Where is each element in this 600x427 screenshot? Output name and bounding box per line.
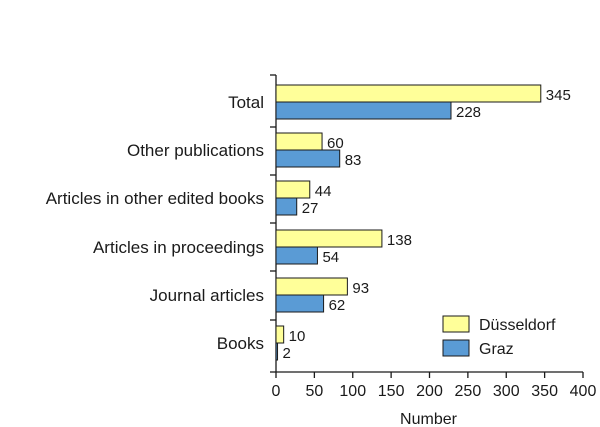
data-label: 62 [329,297,346,314]
bar-graz [275,246,318,265]
legend: Düsseldorf Graz [442,315,556,358]
data-label: 44 [315,183,332,200]
legend-label: Graz [479,341,514,358]
legend-swatch [442,339,470,357]
x-tick-label: 50 [305,383,323,400]
data-label: 228 [456,104,481,121]
bar-dusseldorf [275,132,323,151]
x-tick-label: 150 [378,383,405,400]
bar-graz [275,149,341,168]
labels: Books 102 Journal articles 93 62 Articles in … [46,87,571,362]
x-tick-label: 100 [339,383,366,400]
legend-swatch [442,315,470,333]
data-label: 138 [387,232,412,249]
category-label: Books [217,334,264,353]
axes: 0 50 100 150 200 250 300 350 400 Number [270,74,597,427]
data-label: 10 [289,328,306,345]
category-label: Articles in proceedings [93,238,264,257]
x-tick-label: 200 [416,383,443,400]
bars [275,84,542,361]
x-tick-label: 350 [531,383,558,400]
data-label: 60 [327,135,344,152]
x-tick-label: 400 [570,383,597,400]
bar-graz [275,197,298,216]
bar-dusseldorf [275,277,348,296]
category-label: Journal articles [150,286,264,305]
x-axis-title: Number [400,411,458,427]
data-label: 93 [352,280,369,297]
data-label: 83 [345,152,362,169]
bar-dusseldorf [275,325,285,344]
bar-dusseldorf [275,229,383,248]
category-label: Total [228,93,264,112]
data-label: 27 [302,200,319,217]
category-label: Other publications [127,141,264,160]
data-label: 54 [322,249,339,266]
bar-dusseldorf [275,84,542,103]
data-label: 2 [283,345,291,362]
bar-dusseldorf [275,180,311,199]
bar-graz [275,294,325,313]
data-label: 345 [546,87,571,104]
legend-label: Düsseldorf [479,317,556,334]
x-tick-label: 250 [455,383,482,400]
x-tick-label: 300 [493,383,520,400]
category-label: Articles in other edited books [46,189,264,208]
x-tick-label: 0 [272,383,281,400]
bar-graz [275,342,279,361]
bar-graz [275,101,452,120]
